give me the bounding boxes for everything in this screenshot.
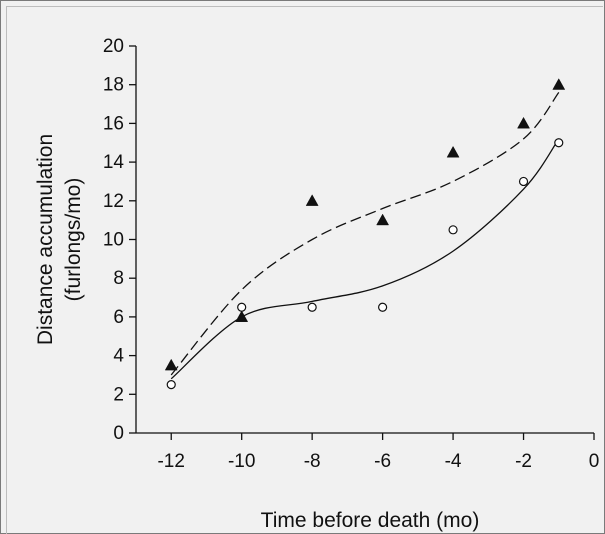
y-tick-label: 6	[113, 307, 124, 328]
triangle-data-point	[235, 310, 249, 322]
dashed-fit-curve	[170, 92, 560, 376]
circle-data-point	[166, 380, 176, 390]
y-tick-label: 8	[113, 268, 124, 289]
y-axis-title-line-1: Distance accumulation	[34, 134, 57, 345]
circle-data-point	[378, 302, 388, 312]
triangle-data-point	[552, 78, 566, 90]
y-axis-title: Distance accumulation (furlongs/mo)	[34, 134, 85, 345]
fit-curves	[170, 92, 560, 380]
circle-data-point	[448, 225, 458, 235]
y-tick-label: 14	[103, 152, 125, 173]
circle-data-point	[518, 176, 529, 187]
x-tick-label: -12	[157, 451, 184, 472]
y-axis-title-line-2: (furlongs/mo)	[62, 178, 85, 302]
y-tick-label: 20	[103, 36, 124, 57]
circle-data-point	[237, 302, 247, 312]
x-tick-label: 0	[589, 451, 600, 472]
frame-inner-top-edge	[6, 6, 603, 7]
x-tick-label: -8	[304, 451, 321, 472]
x-axis-title: Time before death (mo)	[261, 509, 480, 532]
triangle-data-point	[376, 213, 390, 226]
triangle-data-point	[305, 194, 319, 206]
data-points	[164, 78, 566, 390]
triangle-data-point	[517, 116, 530, 129]
solid-fit-curve	[170, 138, 560, 380]
y-tick-label: 10	[103, 230, 124, 251]
circle-data-point	[307, 302, 317, 312]
frame-inner-left-edge	[6, 6, 7, 534]
chart-axes	[135, 46, 594, 434]
circle-data-point	[554, 138, 564, 148]
x-tick-label: -2	[515, 451, 532, 472]
x-tick-label: -10	[228, 451, 255, 472]
y-tick-label: 4	[113, 346, 124, 367]
x-tick-label: -6	[374, 451, 391, 472]
y-tick-label: 18	[103, 75, 124, 96]
x-tick-label: -4	[445, 451, 462, 472]
y-tick-label: 2	[113, 384, 124, 405]
x-ticks: -12 -10 -8 -6 -4 -2 0	[157, 433, 599, 472]
y-tick-label: 16	[103, 113, 124, 134]
triangle-data-point	[164, 358, 178, 371]
y-ticks: 0 2 4 6 8 10 12 14 16 18 20	[103, 36, 136, 444]
triangle-data-point	[446, 145, 460, 158]
y-tick-label: 12	[103, 191, 124, 212]
y-tick-label: 0	[113, 423, 124, 444]
